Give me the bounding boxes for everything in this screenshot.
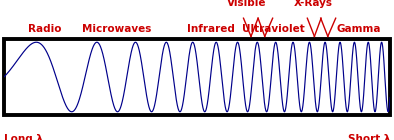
Text: Short λ: Short λ [348,134,390,140]
Text: Microwaves: Microwaves [82,24,151,34]
FancyBboxPatch shape [4,39,390,115]
Text: X-Rays: X-Rays [294,0,333,8]
Text: Long λ: Long λ [4,134,43,140]
Text: Visible: Visible [227,0,266,8]
Text: Gamma: Gamma [336,24,381,34]
Text: Ultraviolet: Ultraviolet [242,24,305,34]
Text: Infrared: Infrared [187,24,235,34]
Text: Radio: Radio [28,24,61,34]
